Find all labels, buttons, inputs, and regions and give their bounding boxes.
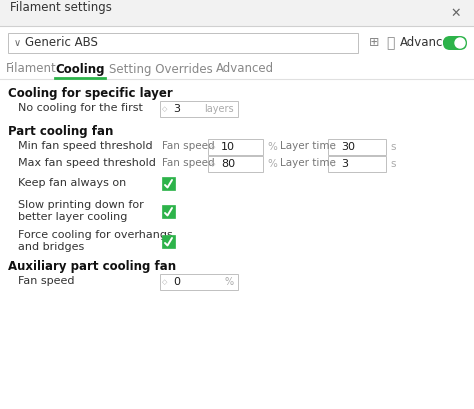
Text: Max fan speed threshold: Max fan speed threshold — [18, 158, 156, 168]
Text: Layer time: Layer time — [280, 141, 336, 151]
Text: ◇: ◇ — [210, 144, 216, 150]
Text: Generic ABS: Generic ABS — [25, 36, 98, 49]
Bar — [162, 235, 175, 248]
Bar — [160, 101, 238, 117]
Text: ◇: ◇ — [330, 161, 336, 167]
Text: ∨: ∨ — [13, 38, 20, 48]
Text: 10: 10 — [221, 142, 235, 152]
Text: Fan speed: Fan speed — [162, 141, 215, 151]
Text: %: % — [225, 277, 234, 287]
Text: Filament settings: Filament settings — [10, 2, 112, 14]
Text: ⊞: ⊞ — [369, 36, 379, 49]
Text: and bridges: and bridges — [18, 242, 84, 252]
FancyBboxPatch shape — [443, 36, 467, 50]
Text: Advanced: Advanced — [400, 36, 458, 49]
Text: ◇: ◇ — [162, 106, 168, 112]
Text: Slow printing down for: Slow printing down for — [18, 200, 144, 210]
Text: ◇: ◇ — [330, 144, 336, 150]
Text: 80: 80 — [221, 159, 235, 169]
Text: 0: 0 — [173, 277, 180, 287]
Circle shape — [455, 38, 465, 48]
Text: 3: 3 — [173, 104, 180, 114]
Bar — [208, 139, 263, 155]
Text: %: % — [267, 159, 277, 169]
Text: layers: layers — [204, 104, 234, 114]
Text: Min fan speed threshold: Min fan speed threshold — [18, 141, 153, 151]
Text: No cooling for the first: No cooling for the first — [18, 103, 143, 113]
Text: Cooling: Cooling — [55, 63, 105, 76]
Text: Keep fan always on: Keep fan always on — [18, 178, 126, 188]
Text: better layer cooling: better layer cooling — [18, 212, 128, 222]
Bar — [328, 156, 386, 172]
Bar — [8, 33, 358, 53]
Bar — [328, 139, 386, 155]
Text: Advanced: Advanced — [216, 63, 274, 76]
Bar — [208, 156, 263, 172]
Text: Fan speed: Fan speed — [18, 276, 74, 286]
Text: %: % — [267, 142, 277, 152]
Text: Setting Overrides: Setting Overrides — [109, 63, 212, 76]
Text: ✕: ✕ — [451, 7, 461, 20]
Bar — [0, 0, 474, 26]
Bar — [162, 177, 175, 190]
Bar — [160, 274, 238, 290]
Text: s: s — [390, 159, 395, 169]
Text: Auxiliary part cooling fan: Auxiliary part cooling fan — [8, 260, 176, 273]
Text: Part cooling fan: Part cooling fan — [8, 125, 113, 138]
Text: Cooling for specific layer: Cooling for specific layer — [8, 87, 173, 100]
Text: Fan speed: Fan speed — [162, 158, 215, 168]
Text: Filament: Filament — [6, 63, 56, 76]
Text: Force cooling for overhangs: Force cooling for overhangs — [18, 230, 173, 240]
Text: ◇: ◇ — [210, 161, 216, 167]
Text: 30: 30 — [341, 142, 355, 152]
Text: ◇: ◇ — [162, 279, 168, 285]
Bar — [162, 205, 175, 218]
Text: s: s — [390, 142, 395, 152]
Text: ⌕: ⌕ — [386, 36, 394, 50]
Text: 3: 3 — [341, 159, 348, 169]
Text: Layer time: Layer time — [280, 158, 336, 168]
